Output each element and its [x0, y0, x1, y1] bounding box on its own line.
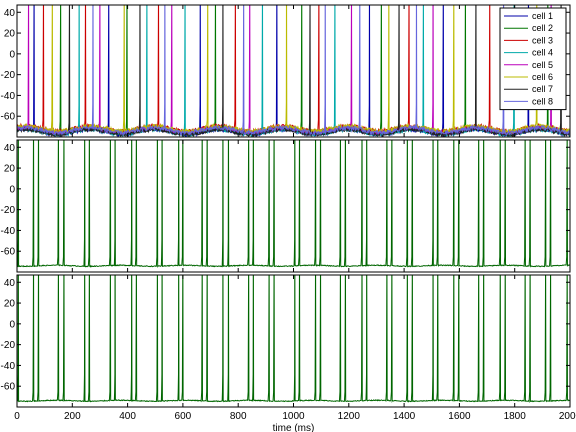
legend-label: cell 3 — [532, 35, 553, 45]
x-tick-label: 1800 — [504, 411, 527, 422]
traces — [17, 140, 570, 269]
y-tick-label: -20 — [1, 340, 16, 351]
series-line-8 — [17, 5, 570, 137]
y-tick-label: -60 — [1, 112, 16, 123]
x-tick-label: 1200 — [338, 411, 361, 422]
axes-frame — [16, 139, 571, 273]
legend-label: cell 7 — [532, 84, 553, 94]
legend-label: cell 1 — [532, 11, 553, 21]
y-tick-label: -40 — [1, 91, 16, 102]
y-tick-label: 40 — [4, 143, 16, 154]
legend-label: cell 6 — [532, 72, 553, 82]
legend-box — [499, 7, 567, 111]
traces — [17, 5, 570, 137]
series-line-5 — [17, 5, 570, 137]
y-tick-label: -60 — [1, 382, 16, 393]
legend-label: cell 2 — [532, 23, 553, 33]
y-tick-label: 0 — [9, 49, 15, 60]
y-tick-label: 40 — [4, 8, 16, 19]
x-tick-label: 400 — [119, 411, 136, 422]
y-tick-label: -20 — [1, 70, 16, 81]
y-tick-label: -40 — [1, 361, 16, 372]
y-tick-label: 0 — [9, 184, 15, 195]
x-tick-label: 800 — [230, 411, 247, 422]
y-tick-label: -20 — [1, 205, 16, 216]
y-tick-label: -40 — [1, 226, 16, 237]
y-tick-label: 0 — [9, 319, 15, 330]
series-line-1 — [17, 140, 570, 269]
legend-label: cell 4 — [532, 48, 553, 58]
series-line-1 — [17, 275, 570, 403]
y-tick-label: -60 — [1, 247, 16, 258]
x-tick-label: 0 — [14, 411, 20, 422]
traces — [17, 275, 570, 403]
panel-2: 40 20 0 -20 -40 -60 — [1, 139, 571, 273]
x-tick-label: 1600 — [448, 411, 471, 422]
x-tick-label: 2000 — [559, 411, 576, 422]
y-tick-label: 20 — [4, 299, 16, 310]
x-tick-label: 1400 — [393, 411, 416, 422]
x-tick-label: 1000 — [282, 411, 305, 422]
legend-label: cell 8 — [532, 96, 553, 106]
axes-frame — [16, 274, 571, 408]
x-axis-label: time (ms) — [273, 423, 315, 432]
x-tick-label: 600 — [175, 411, 192, 422]
y-tick-label: 20 — [4, 29, 16, 40]
y-tick-label: 40 — [4, 278, 16, 289]
y-tick-label: 20 — [4, 164, 16, 175]
legend-label: cell 5 — [532, 60, 553, 70]
legend: cell 1 cell 2 cell 3 cell 4 cell 5 cell 6 cell… — [499, 7, 567, 111]
x-tick-label: 200 — [64, 411, 81, 422]
